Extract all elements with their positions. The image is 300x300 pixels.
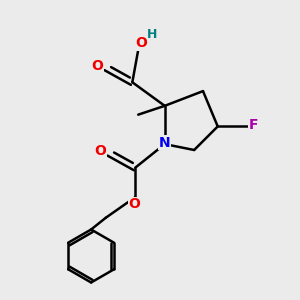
Text: O: O [94,145,106,158]
Text: N: N [159,136,170,150]
Text: O: O [135,36,147,50]
Text: F: F [249,118,258,132]
Text: O: O [128,197,140,212]
Text: O: O [92,59,103,73]
Text: H: H [147,28,158,41]
